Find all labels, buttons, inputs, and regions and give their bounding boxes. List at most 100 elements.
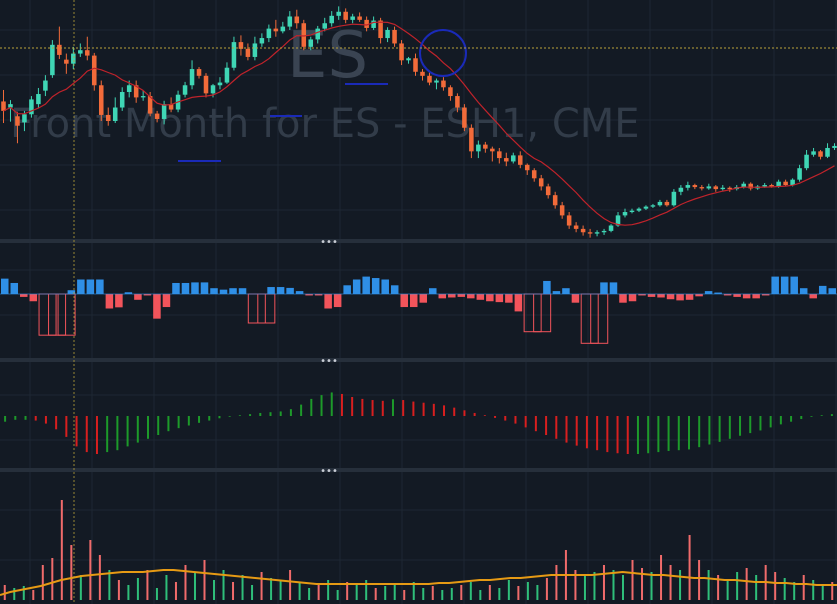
volume-bar: [650, 572, 653, 600]
candle-body: [608, 225, 614, 231]
candle-body: [224, 67, 230, 83]
candle-body: [161, 104, 167, 119]
candle-body: [147, 96, 153, 114]
candle-body: [36, 94, 41, 105]
volume-moving-average-line: [0, 569, 837, 596]
volume-bar: [545, 578, 548, 600]
histogram-bar: [191, 282, 199, 294]
volume-bar: [79, 575, 82, 600]
candle-body: [629, 210, 635, 213]
histogram-pane[interactable]: [0, 276, 837, 344]
volume-pane[interactable]: [0, 500, 837, 600]
pane-separator-handle-3[interactable]: •••: [320, 466, 338, 477]
candle-body: [748, 183, 753, 189]
histogram-bar: [96, 279, 104, 294]
histogram-bar: [1, 278, 9, 294]
volume-bar: [593, 572, 596, 600]
candle-body: [420, 71, 425, 76]
volume-bar: [736, 572, 739, 600]
volume-bar: [317, 585, 320, 600]
volume-bar: [412, 582, 415, 600]
candle-body: [154, 113, 160, 119]
histogram-bar: [733, 294, 741, 297]
candle-body: [650, 205, 656, 207]
candle-body: [357, 16, 362, 20]
volume-bar: [526, 582, 529, 600]
candle-body: [406, 58, 411, 61]
pane-separator-handle-2[interactable]: •••: [320, 356, 338, 367]
volume-bar: [155, 588, 158, 600]
histogram-bar: [371, 278, 380, 294]
price-pane[interactable]: [1, 6, 837, 238]
volume-bar: [393, 585, 396, 600]
candle-body: [105, 114, 111, 121]
volume-bar: [793, 582, 796, 600]
candle-body: [832, 145, 837, 148]
candle-body: [741, 183, 746, 188]
histogram-bar: [467, 294, 475, 299]
volume-bar: [726, 580, 729, 600]
histogram-bar: [390, 285, 399, 294]
histogram-bar: [486, 294, 494, 302]
volume-bar: [203, 560, 206, 600]
histogram-bar: [609, 282, 618, 294]
candle-body: [22, 114, 27, 123]
volume-bar: [289, 570, 292, 600]
candle-body: [92, 55, 97, 86]
volume-bar: [555, 565, 558, 600]
candle-body: [196, 69, 202, 76]
candle-body: [85, 50, 90, 56]
candle-body: [385, 29, 390, 39]
pane-separator-price[interactable]: [0, 239, 837, 243]
histogram-bar: [685, 294, 694, 300]
candle-body: [189, 69, 195, 86]
volume-bar: [32, 590, 35, 600]
volume-bar: [3, 585, 6, 600]
histogram-bar: [809, 294, 817, 299]
candle-body: [685, 185, 691, 188]
histogram-bar: [419, 294, 428, 303]
candle-body: [15, 116, 20, 126]
volume-bar: [431, 586, 434, 600]
volume-bar: [260, 572, 263, 600]
candle-body: [678, 187, 684, 192]
histogram-bar: [714, 292, 722, 294]
candle-body: [112, 107, 118, 121]
candle-body: [301, 23, 307, 47]
candle-body: [336, 11, 341, 16]
candle-body: [78, 50, 83, 54]
candle-body: [329, 15, 334, 24]
candle-body: [622, 212, 628, 216]
histogram-bar: [761, 294, 770, 296]
volume-bar: [717, 575, 720, 600]
volume-bar: [222, 570, 225, 600]
histogram-bar: [343, 285, 351, 294]
candle-body: [671, 191, 677, 206]
candle-body: [231, 42, 237, 68]
volume-bar: [60, 500, 63, 600]
histogram-bar: [647, 294, 656, 297]
candle-body: [818, 151, 823, 157]
histogram-bar: [210, 288, 218, 294]
volume-bar: [574, 570, 577, 600]
histogram-bar: [571, 294, 580, 303]
candle-body: [566, 215, 572, 226]
volume-bar: [193, 572, 196, 600]
pane-separator-oscillator[interactable]: [0, 468, 837, 472]
volume-bar: [612, 570, 615, 600]
pane-separator-histogram[interactable]: [0, 358, 837, 362]
pane-separator-handle-1[interactable]: •••: [320, 237, 338, 248]
volume-bar: [707, 570, 710, 600]
histogram-bar: [666, 294, 675, 300]
histogram-bar: [10, 282, 19, 294]
volume-bar: [479, 590, 482, 600]
volume-bar: [374, 588, 377, 600]
histogram-bar: [742, 294, 751, 299]
volume-bar: [346, 582, 349, 600]
oscillator-pane[interactable]: [4, 392, 833, 454]
candle-body: [50, 44, 55, 76]
candle-body: [266, 28, 272, 39]
histogram-bar: [267, 287, 275, 294]
